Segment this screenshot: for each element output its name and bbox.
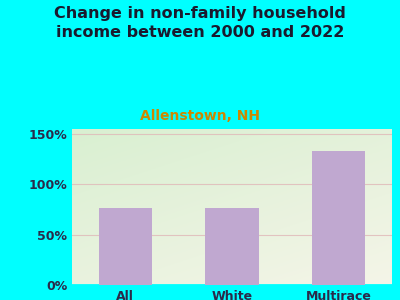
Bar: [312, 151, 365, 285]
Text: Allenstown, NH: Allenstown, NH: [140, 110, 260, 124]
Text: Change in non-family household
income between 2000 and 2022: Change in non-family household income be…: [54, 6, 346, 40]
Bar: [99, 208, 152, 285]
Bar: [205, 208, 259, 285]
